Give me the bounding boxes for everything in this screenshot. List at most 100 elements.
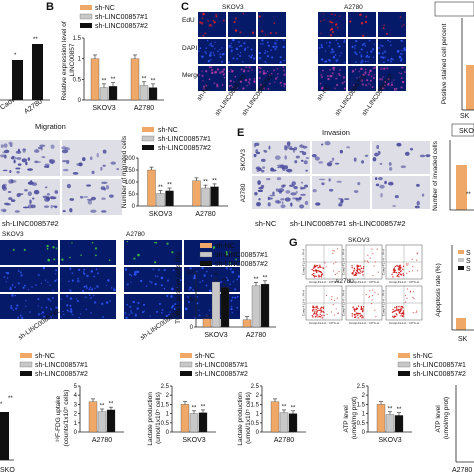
event-dot	[313, 269, 315, 272]
stained-cell	[414, 205, 420, 209]
event-dot	[351, 313, 354, 315]
cell-dot	[201, 55, 204, 58]
sig-star: **	[282, 404, 287, 410]
cell-dot	[377, 52, 381, 55]
cell-dot	[161, 309, 164, 311]
cell-dot	[240, 68, 243, 71]
cell-dot	[71, 242, 73, 244]
stained-cell	[295, 190, 298, 194]
cell-dot	[230, 299, 233, 302]
event-dot	[333, 299, 336, 302]
cell-dot	[208, 24, 212, 27]
stained-cell	[44, 205, 50, 208]
tunel-image-grid	[0, 240, 241, 320]
event-dot	[393, 316, 395, 319]
cell-dot	[229, 283, 231, 286]
micrograph	[60, 294, 116, 319]
sig-star: **	[100, 404, 105, 410]
cell-dot	[88, 288, 91, 291]
flow-header-a2780: A2780	[335, 278, 354, 285]
cell-dot	[246, 85, 248, 87]
cell-dot	[339, 69, 341, 71]
stained-cell	[27, 168, 33, 171]
cell-dot	[222, 73, 225, 76]
legend-swatch-sh2	[398, 371, 410, 376]
cell-dot	[97, 272, 100, 275]
cell-dot	[330, 27, 334, 31]
stained-cell	[47, 165, 50, 168]
cell-dot	[187, 301, 190, 304]
cell-dot	[83, 285, 86, 288]
stained-cell	[311, 154, 317, 158]
cell-dot	[213, 82, 216, 85]
sig-star: **	[223, 279, 228, 285]
cell-dot	[333, 66, 336, 69]
event-dot	[359, 265, 362, 267]
event-dot	[392, 271, 395, 273]
bar	[99, 87, 109, 101]
cell-dot	[343, 39, 346, 41]
stained-cell	[353, 157, 357, 162]
stained-cell	[7, 191, 12, 193]
cell-dot	[40, 312, 43, 315]
edu-image-grid	[198, 12, 407, 92]
event-dot	[376, 248, 378, 250]
cell-dot	[365, 84, 368, 87]
cell-dot	[68, 310, 70, 313]
event-dot	[316, 305, 318, 308]
legend-swatch-sh1	[199, 251, 213, 258]
stained-cell	[255, 166, 261, 170]
legend-label-sh2: sh-LINC00857#2	[413, 371, 466, 378]
cell-dot	[264, 61, 267, 63]
micrograph	[60, 240, 116, 265]
cell-dot	[248, 66, 251, 69]
stained-cell	[102, 149, 107, 154]
stained-cell	[375, 183, 380, 187]
cell-dot	[69, 256, 71, 259]
event-dot	[396, 308, 398, 310]
cell-dot	[94, 287, 96, 290]
chart-fdg-uptake: 0 1 2 3 4 5 ** ** A2780	[74, 384, 124, 444]
bar	[279, 412, 289, 433]
stained-cell	[50, 204, 53, 209]
bar	[148, 87, 158, 101]
stained-cell	[66, 183, 72, 189]
cell-dot	[253, 80, 256, 84]
event-dot	[317, 270, 320, 272]
event-dot	[353, 268, 356, 270]
cell-dot	[369, 84, 372, 86]
event-dot	[315, 270, 318, 272]
cell-dot	[329, 60, 331, 62]
flow-axis-x: Comp-FL1-A :: FITC-A	[389, 321, 419, 325]
stained-cell	[17, 148, 20, 153]
cell-dot	[231, 311, 234, 314]
cell-dot	[360, 78, 364, 82]
cell-dot	[320, 74, 322, 76]
stained-cell	[49, 159, 53, 162]
cell-dot	[126, 283, 129, 286]
cell-dot	[231, 270, 235, 274]
stained-cell	[328, 188, 334, 192]
cell-dot	[176, 286, 178, 289]
bar	[139, 85, 149, 101]
cell-dot	[5, 271, 8, 274]
cell-dot	[343, 61, 346, 64]
cell-dot	[105, 284, 108, 287]
cell-dot	[130, 281, 132, 284]
cell-dot	[364, 44, 367, 47]
cell-dot	[331, 48, 334, 51]
bottom-left-partial: * ** SKO	[0, 396, 15, 474]
y-axis-label: Relative expression level of LINC00857	[61, 20, 76, 101]
tick-label-skov3-partial: SKO	[0, 467, 15, 474]
cell-dot	[234, 288, 237, 291]
bar	[466, 65, 474, 110]
event-dot	[359, 272, 361, 274]
y-axis-label-fdg: ¹⁸F-FDG uptake (counts/1x10⁵ cells)	[55, 390, 70, 447]
cell-dot	[392, 58, 394, 61]
y-tick-label: 0	[166, 430, 170, 436]
cell-dot	[338, 45, 341, 48]
cell-dot	[189, 267, 192, 270]
cell-dot	[364, 68, 367, 71]
y-tick-label: 1.5	[357, 402, 366, 408]
